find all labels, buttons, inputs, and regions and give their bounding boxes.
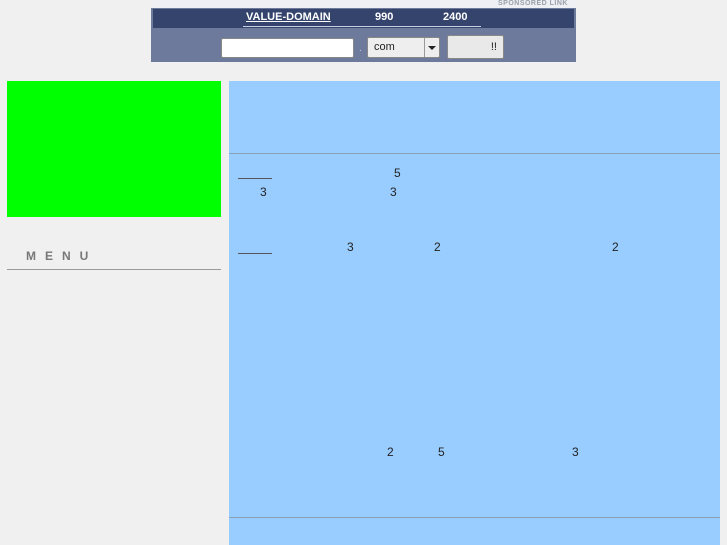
text-digit: 2 [612, 240, 619, 254]
tld-value: com [374, 41, 395, 53]
dot-separator: . [359, 43, 362, 54]
menu-divider [7, 269, 221, 270]
price-2: 2400 [443, 11, 468, 23]
banner-top-strip: SPONSORED LINK [151, 0, 576, 8]
banner-headline[interactable] [153, 9, 574, 28]
text-digit: 3 [572, 445, 579, 459]
text-digit: 2 [434, 240, 441, 254]
divider [229, 153, 720, 154]
main-content: 5 3 3 3 2 2 2 5 3 [229, 81, 720, 545]
link-underline[interactable] [238, 253, 272, 254]
text-digit: 3 [347, 240, 354, 254]
link-underline[interactable] [238, 178, 272, 179]
text-digit: 3 [390, 185, 397, 199]
chevron-down-icon[interactable] [424, 38, 439, 57]
domain-input[interactable] [221, 38, 354, 58]
sidebar-image [7, 81, 221, 217]
divider [229, 517, 720, 518]
menu-heading: MENU [26, 249, 98, 263]
search-domain-button[interactable]: !! [447, 35, 504, 59]
text-digit: 3 [260, 185, 267, 199]
text-digit: 2 [387, 445, 394, 459]
sponsored-banner: SPONSORED LINK VALUE-DOMAIN 990 2400 . c… [151, 0, 576, 62]
price-1: 990 [375, 11, 394, 23]
text-digit: 5 [438, 445, 445, 459]
sponsored-label: SPONSORED LINK [497, 0, 568, 7]
brand-link[interactable]: VALUE-DOMAIN [246, 11, 331, 23]
headline-underline [243, 26, 481, 27]
text-digit: 5 [394, 166, 401, 180]
search-domain-button-label: !! [490, 41, 497, 53]
tld-select[interactable]: com [367, 37, 440, 58]
